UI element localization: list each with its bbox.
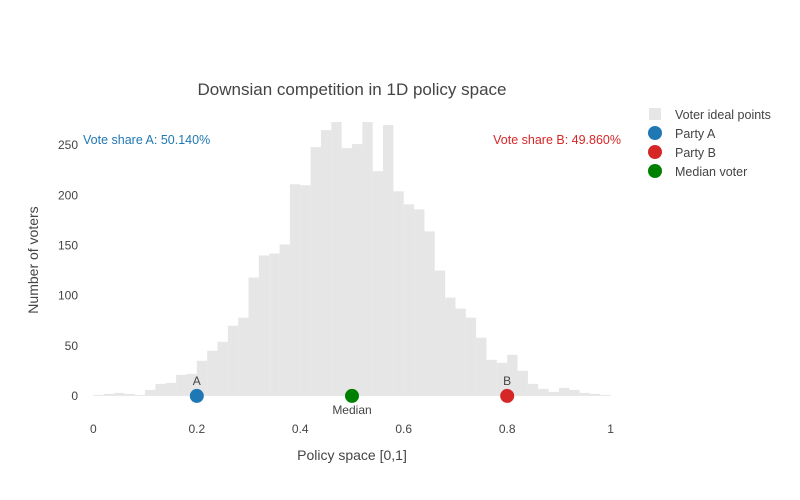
histogram-bar[interactable] [445,297,456,396]
histogram-bar[interactable] [393,191,404,396]
histogram-bar[interactable] [155,383,166,396]
y-tick-label: 0 [71,389,78,403]
histogram-bar[interactable] [186,373,197,396]
histogram-bar[interactable] [589,393,601,396]
histogram-bar[interactable] [134,394,146,396]
y-axis-ticks: 0 50 100 150 200 250 [58,138,78,403]
y-tick-label: 50 [65,339,79,353]
y-tick-label: 250 [58,138,78,152]
histogram-bar[interactable] [383,125,394,396]
median-voter-point-label: Median [332,403,371,417]
histogram-bar[interactable] [476,337,487,396]
policy-points: A B Median [189,374,515,417]
legend-label: Median voter [675,165,747,179]
legend-item-voter-ideal-points[interactable]: Voter ideal points [649,108,771,122]
histogram-bar[interactable] [217,341,228,396]
histogram-bar[interactable] [352,144,363,396]
histogram-bar[interactable] [372,171,384,396]
y-tick-label: 200 [58,188,78,202]
party-b-point[interactable] [500,388,515,403]
legend-item-party-b[interactable]: Party B [648,145,716,160]
x-tick-label: 0.4 [292,422,309,436]
histogram-bar[interactable] [165,382,177,396]
histogram-bar[interactable] [300,185,311,396]
histogram-bar[interactable] [538,388,549,396]
legend-item-median-voter[interactable]: Median voter [648,164,747,179]
party-a-point[interactable] [189,388,204,403]
histogram-bar[interactable] [414,209,425,396]
x-tick-label: 0 [90,422,97,436]
histogram-bar[interactable] [455,308,466,396]
histogram-bar[interactable] [558,387,570,396]
histogram-bar[interactable] [486,359,497,396]
histogram-bar[interactable] [207,350,218,396]
legend-item-party-a[interactable]: Party A [648,126,716,141]
x-tick-label: 0.8 [499,422,516,436]
histogram-bars [93,122,611,396]
legend[interactable]: Voter ideal points Party A Party B Media… [648,108,771,179]
legend-marker-party-b-icon [648,145,662,159]
chart-title: Downsian competition in 1D policy space [198,80,507,99]
y-tick-label: 100 [58,289,78,303]
vote-share-a-annotation: Vote share A: 50.140% [83,133,210,147]
histogram-bar[interactable] [124,393,135,396]
histogram-bar[interactable] [320,130,332,396]
x-axis-ticks: 0 0.2 0.4 0.6 0.8 1 [90,422,614,436]
histogram-bar[interactable] [93,394,104,396]
histogram-bar[interactable] [331,122,342,396]
histogram-bar[interactable] [548,391,559,396]
histogram-bar[interactable] [507,354,518,396]
histogram-bar[interactable] [196,360,208,396]
histogram-bar[interactable] [569,389,580,396]
x-tick-label: 1 [607,422,614,436]
histogram-bar[interactable] [496,362,508,396]
histogram-bar[interactable] [227,325,239,396]
legend-label: Party B [675,146,716,160]
legend-marker-median-voter-icon [648,164,662,178]
legend-label: Voter ideal points [675,108,771,122]
legend-marker-party-a-icon [648,126,662,140]
histogram-bar[interactable] [600,394,611,396]
histogram-bar[interactable] [103,393,115,396]
histogram-bar[interactable] [434,270,446,396]
histogram-bar[interactable] [279,244,290,396]
histogram-bar[interactable] [362,122,373,396]
histogram-bar[interactable] [289,184,301,396]
histogram-bar[interactable] [527,383,539,396]
legend-label: Party A [675,127,716,141]
histogram-bar[interactable] [341,148,352,396]
histogram-bar[interactable] [579,392,590,396]
party-b-point-label: B [503,374,511,388]
y-axis-title: Number of voters [25,206,41,313]
party-a-point-label: A [193,374,201,388]
x-tick-label: 0.6 [395,422,412,436]
histogram-bar[interactable] [258,255,270,396]
x-tick-label: 0.2 [188,422,205,436]
histogram-bar[interactable] [145,389,156,396]
histogram-bar[interactable] [269,253,280,396]
histogram-bar[interactable] [310,147,321,396]
histogram-bar[interactable] [238,317,249,396]
vote-share-b-annotation: Vote share B: 49.860% [493,133,621,147]
histogram-bar[interactable] [114,392,125,396]
histogram-bar[interactable] [248,277,259,396]
median-voter-point[interactable] [345,388,359,403]
x-axis-title: Policy space [0,1] [297,447,407,463]
histogram-bar[interactable] [403,204,415,396]
legend-swatch-histogram-icon [649,108,661,120]
histogram-bar[interactable] [517,370,528,396]
histogram-bar[interactable] [465,317,477,396]
histogram-bar[interactable] [176,374,187,396]
histogram-bar[interactable] [424,231,435,396]
y-tick-label: 150 [58,238,78,252]
